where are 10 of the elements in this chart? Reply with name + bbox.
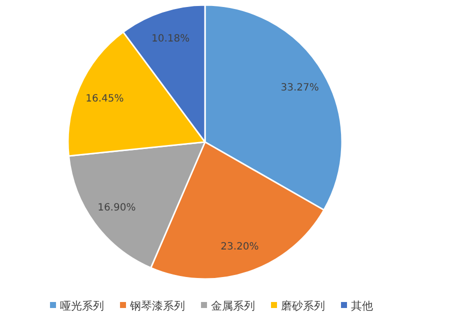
legend-label: 金属系列	[211, 300, 255, 312]
legend-label: 哑光系列	[60, 300, 104, 312]
data-label: 33.27%	[280, 82, 319, 94]
data-label: 16.90%	[98, 202, 136, 214]
legend-label: 磨砂系列	[281, 300, 325, 312]
data-label: 23.20%	[220, 241, 259, 252]
data-label: 10.18%	[151, 33, 190, 44]
legend-label: 钢琴漆系列	[129, 300, 185, 312]
data-label: 16.45%	[86, 93, 124, 104]
legend-label: 其他	[351, 300, 373, 312]
